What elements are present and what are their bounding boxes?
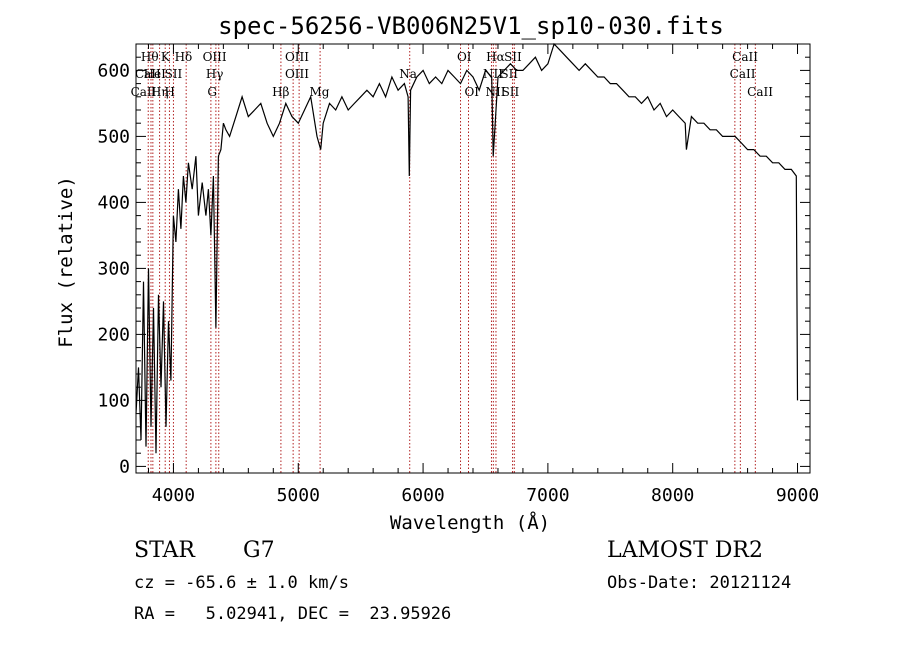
chart-title: spec-56256-VB006N25V1_sp10-030.fits: [218, 12, 724, 40]
marker-label: OIII: [203, 50, 227, 64]
line-markers: [147, 44, 756, 473]
marker-label: G: [207, 85, 217, 99]
marker-label: Hγ: [206, 67, 224, 81]
x-tick-label: 9000: [776, 485, 819, 506]
object-type: STAR: [134, 538, 195, 563]
marker-label: OI: [464, 85, 479, 99]
obs-date: Obs-Date: 20121124: [607, 573, 792, 593]
marker-label: K: [161, 50, 171, 64]
marker-label: Hδ: [175, 50, 193, 64]
marker-label: Mg: [309, 85, 329, 99]
marker-label: SII: [165, 67, 183, 81]
y-tick-label: 0: [119, 456, 130, 477]
marker-label: SII: [502, 85, 520, 99]
x-tick-label: 6000: [401, 485, 444, 506]
redshift-text: cz = -65.6 ± 1.0 km/s: [134, 573, 349, 593]
marker-label: OIII: [285, 50, 309, 64]
marker-label: CaII: [747, 85, 773, 99]
x-tick-label: 4000: [152, 485, 195, 506]
marker-label: CaII: [730, 67, 756, 81]
survey-name: LAMOST DR2: [607, 538, 763, 563]
axis-ticks: 4000 5000 6000 7000 8000 9000 0 100 200 300 400 500…: [97, 44, 819, 506]
marker-label: H: [164, 85, 174, 99]
y-tick-label: 600: [97, 60, 130, 81]
y-tick-label: 100: [97, 390, 130, 411]
marker-label: OI: [457, 50, 472, 64]
marker-label: Na: [399, 67, 417, 81]
x-tick-label: 5000: [277, 485, 320, 506]
marker-label: SII: [504, 50, 522, 64]
y-tick-label: 400: [97, 192, 130, 213]
marker-label: SII: [500, 67, 518, 81]
marker-label: OIII: [285, 67, 309, 81]
y-tick-label: 500: [97, 126, 130, 147]
marker-label: Hα: [486, 50, 505, 64]
y-tick-label: 200: [97, 324, 130, 345]
marker-label: Hβ: [272, 85, 289, 99]
marker-label: Hθ: [141, 50, 159, 64]
plot-frame: [135, 43, 811, 474]
marker-label: NII: [483, 67, 503, 81]
coordinates-text: RA = 5.02941, DEC = 23.95926: [134, 604, 452, 624]
y-tick-label: 300: [97, 258, 130, 279]
x-tick-label: 7000: [526, 485, 569, 506]
marker-label: CaII: [732, 50, 758, 64]
marker-label: CaII: [135, 67, 161, 81]
spectrum-series-line: [135, 42, 799, 454]
x-tick-label: 8000: [651, 485, 694, 506]
x-axis-label: Wavelength (Å): [390, 511, 550, 534]
marker-label: CaII: [131, 85, 157, 99]
subclass: G7: [243, 538, 275, 563]
y-axis-label: Flux (relative): [55, 176, 77, 348]
marker-label: NII: [485, 85, 505, 99]
marker-label: HeI: [144, 67, 167, 81]
marker-label: Hη: [151, 85, 169, 99]
